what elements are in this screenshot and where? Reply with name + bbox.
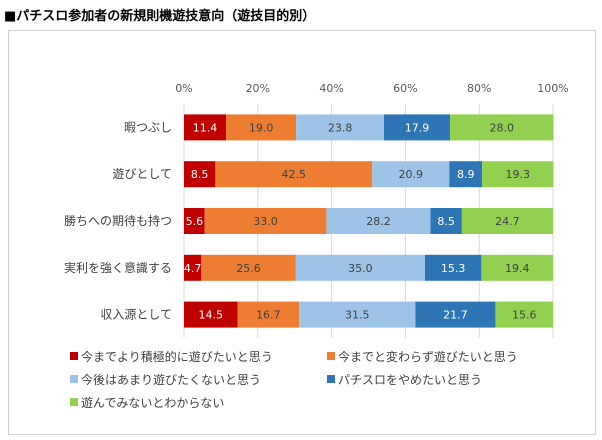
data-label: 15.3: [441, 262, 466, 275]
bar-segment: [295, 254, 425, 281]
data-label: 8.5: [191, 168, 209, 181]
category-label: 遊びとして: [112, 166, 172, 181]
bar-segment: [299, 301, 416, 328]
x-tick-label: 60%: [393, 82, 417, 95]
bar-segment: [184, 114, 227, 141]
data-label: 19.4: [505, 262, 530, 275]
legend-swatch: [70, 375, 78, 383]
data-label: 19.0: [249, 121, 274, 134]
bar-segment: [372, 161, 450, 188]
legend-label: 今までより積極的に遊びたいと思う: [81, 349, 273, 364]
bar-segment: [449, 161, 483, 188]
legend-label: 今後はあまり遊びたくないと思う: [81, 372, 261, 387]
bar-segment: [237, 301, 300, 328]
legend-swatch: [70, 398, 78, 406]
bar-segment: [495, 301, 553, 328]
data-label: 23.8: [328, 121, 353, 134]
category-label: 勝ちへの期待も持つ: [64, 213, 172, 228]
data-label: 11.4: [193, 121, 218, 134]
legend-label: 遊んでみないとわからない: [81, 395, 224, 410]
bar-segment: [326, 208, 431, 234]
data-label: 17.9: [405, 121, 430, 134]
bar-segment: [482, 161, 554, 188]
data-label: 24.7: [495, 215, 520, 228]
bar-segment: [201, 254, 296, 281]
legend-swatch: [327, 352, 335, 360]
bar-segment: [184, 208, 205, 234]
data-label: 5.6: [186, 215, 204, 228]
chart-title: ■パチスロ参加者の新規則機遊技意向（遊技目的別）: [4, 9, 316, 24]
bar-segment: [430, 208, 462, 234]
data-label: 21.7: [443, 309, 468, 322]
x-tick-label: 0%: [175, 82, 192, 95]
legend-label: 今までと変わらず遊びたいと思う: [338, 349, 518, 364]
x-tick-label: 20%: [246, 82, 270, 95]
bar-segment: [383, 114, 451, 141]
bar-segment: [296, 114, 384, 141]
data-label: 28.0: [489, 121, 514, 134]
data-label: 8.5: [437, 215, 455, 228]
category-label: 実利を強く意識する: [64, 260, 172, 275]
bar-segment: [424, 254, 482, 281]
data-label: 33.0: [253, 215, 278, 228]
category-label: 暇つぶし: [124, 120, 172, 134]
data-label: 25.6: [236, 262, 261, 275]
bar-segment: [184, 254, 202, 281]
data-label: 35.0: [348, 262, 373, 275]
chart-frame: [8, 30, 596, 435]
bar-segment: [450, 114, 554, 141]
bar-segment: [461, 208, 553, 234]
bar-segment: [184, 301, 238, 328]
data-label: 4.7: [184, 262, 202, 275]
bar-segment: [226, 114, 297, 141]
legend-swatch: [70, 352, 78, 360]
bar-segment: [215, 161, 373, 188]
bar-segment: [184, 161, 216, 188]
legend-label: パチスロをやめたいと思う: [338, 373, 482, 387]
x-tick-label: 80%: [467, 82, 491, 95]
bar-segment: [204, 208, 327, 234]
data-label: 15.6: [512, 309, 537, 322]
data-label: 31.5: [345, 309, 370, 322]
data-label: 19.3: [506, 168, 531, 181]
data-label: 42.5: [282, 168, 307, 181]
x-tick-label: 100%: [537, 82, 568, 95]
data-label: 14.5: [199, 309, 224, 322]
x-tick-label: 40%: [319, 82, 343, 95]
data-label: 16.7: [256, 309, 281, 322]
bar-segment: [415, 301, 496, 328]
bar-segment: [481, 254, 553, 281]
data-label: 20.9: [399, 168, 424, 181]
data-label: 28.2: [366, 215, 391, 228]
data-label: 8.9: [457, 168, 475, 181]
legend-swatch: [327, 375, 335, 383]
category-label: 収入源として: [100, 308, 172, 322]
